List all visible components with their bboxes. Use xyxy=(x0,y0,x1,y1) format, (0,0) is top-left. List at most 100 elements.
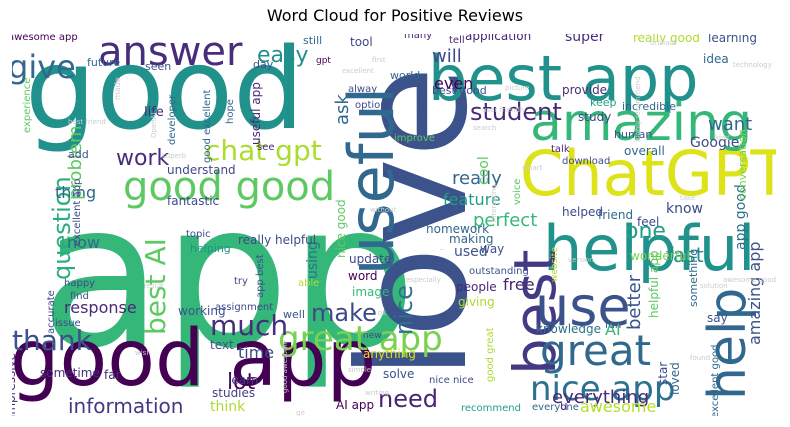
word-simple: simple xyxy=(348,366,371,374)
word-far: far xyxy=(104,368,121,382)
word-good-great: good great xyxy=(485,327,496,382)
word-really-helpful: really helpful xyxy=(238,233,316,247)
word-helpful-app: helpful app xyxy=(647,250,661,318)
word-excellent: excellent xyxy=(342,67,374,75)
word-issue: issue xyxy=(55,318,81,329)
word-friend: friend xyxy=(598,208,633,222)
word-one: one xyxy=(625,219,666,244)
word-especially: especially xyxy=(406,276,441,284)
word-amazing: amazing xyxy=(530,93,752,153)
word-time: time xyxy=(238,343,274,362)
word-everything: everything xyxy=(552,387,649,408)
word-smart: smart xyxy=(522,164,543,172)
word-writing: writing xyxy=(365,389,389,397)
word-experience: experience xyxy=(22,78,33,133)
word-chatgpt: ChatGPT xyxy=(520,137,776,210)
word-fantastic: fantastic xyxy=(167,194,219,208)
chart-title: Word Cloud for Positive Reviews xyxy=(266,6,524,25)
word-think: think xyxy=(210,399,246,415)
word-image: image xyxy=(352,285,389,299)
word-really-good: really good xyxy=(633,34,700,45)
word-found: found xyxy=(690,354,710,362)
word-u: u xyxy=(560,399,568,413)
word-really: really xyxy=(452,168,502,189)
word-good: good xyxy=(25,34,304,155)
word-best-good: best good xyxy=(432,84,487,97)
word-problem: problem xyxy=(65,126,86,200)
word-helpful: helpful xyxy=(543,212,755,285)
word-best-friend: best friend xyxy=(68,118,106,126)
word-wonderful: wonderful xyxy=(630,249,690,263)
word-tell: tell xyxy=(449,35,465,46)
word-know: know xyxy=(666,201,703,217)
word-incredible: incredible xyxy=(622,100,676,113)
word-voice: voice xyxy=(512,179,523,205)
word-superb: superb xyxy=(162,152,187,160)
word-best-app: best app xyxy=(428,42,699,115)
word-great: great xyxy=(540,326,651,375)
word-seen: seen xyxy=(145,60,171,73)
word-topic: topic xyxy=(186,229,211,240)
word-add: add xyxy=(68,148,89,161)
word-alway: alway xyxy=(348,84,377,95)
word-improve: improve xyxy=(394,133,435,144)
word-will: will xyxy=(432,46,462,67)
word-developer: developer xyxy=(167,94,178,145)
word-use: use xyxy=(535,275,631,338)
word-idea: idea xyxy=(703,52,729,66)
word-thing: thing xyxy=(55,183,96,202)
word-fun: fun xyxy=(605,320,621,331)
word-much: much xyxy=(210,309,288,342)
word-day: day xyxy=(253,58,274,71)
word-talk: talk xyxy=(551,144,570,155)
word-helped: helped xyxy=(562,205,603,219)
word-try: try xyxy=(234,276,248,287)
word-app: app xyxy=(40,160,416,393)
word-hope: hope xyxy=(225,99,236,124)
word-response: response xyxy=(64,298,137,317)
word-app-best: app best xyxy=(255,254,266,298)
word-nice-good: nice good xyxy=(334,199,348,258)
word-recommend: recommend xyxy=(461,403,521,414)
word-kind: kind xyxy=(715,134,730,142)
word-gpt: gpt xyxy=(316,56,331,66)
word-solve: solve xyxy=(383,367,414,381)
word-first: first xyxy=(372,56,386,64)
word-study: study xyxy=(578,110,611,124)
word-accurate: accurate xyxy=(46,290,57,334)
word-awesome: awesome xyxy=(580,397,656,416)
word-download: download xyxy=(562,156,610,167)
word-picture: picture xyxy=(505,84,529,92)
word-excellent-good: excellent good xyxy=(710,345,721,416)
word-perfect: perfect xyxy=(473,210,537,231)
word-interesting: interesting xyxy=(490,184,498,222)
word-student: student xyxy=(470,98,562,126)
word-text: text xyxy=(210,338,234,352)
word-loved: loved xyxy=(668,362,682,395)
word-go: go xyxy=(296,409,305,416)
word-good-good: good good xyxy=(123,164,335,210)
word-super: super xyxy=(565,34,605,45)
word-say: say xyxy=(707,311,728,325)
word-great-app: great app xyxy=(278,319,443,359)
word-technology: technology xyxy=(733,61,772,69)
word-good-app: good app xyxy=(12,314,376,404)
word-word: word xyxy=(348,269,378,283)
word-useful-app: useful app xyxy=(249,82,263,145)
word-making: making xyxy=(449,232,494,246)
word-better: better xyxy=(624,274,645,330)
word-learning: learning xyxy=(708,34,757,45)
word-world: world xyxy=(390,69,420,82)
word-outstanding: outstanding xyxy=(469,266,529,277)
word-well: well xyxy=(283,308,305,321)
word-option: option xyxy=(355,100,387,111)
word-already: already xyxy=(440,248,444,251)
word-information: information xyxy=(68,394,183,416)
word-openai: OpenAI xyxy=(150,112,158,138)
word-awesome-app: awesome app xyxy=(12,34,78,43)
word-ok: ok xyxy=(378,309,387,317)
word-something: something xyxy=(687,249,700,307)
word-made: made xyxy=(113,77,122,100)
word-website: website xyxy=(550,247,560,282)
word-thank: thank xyxy=(12,324,93,357)
